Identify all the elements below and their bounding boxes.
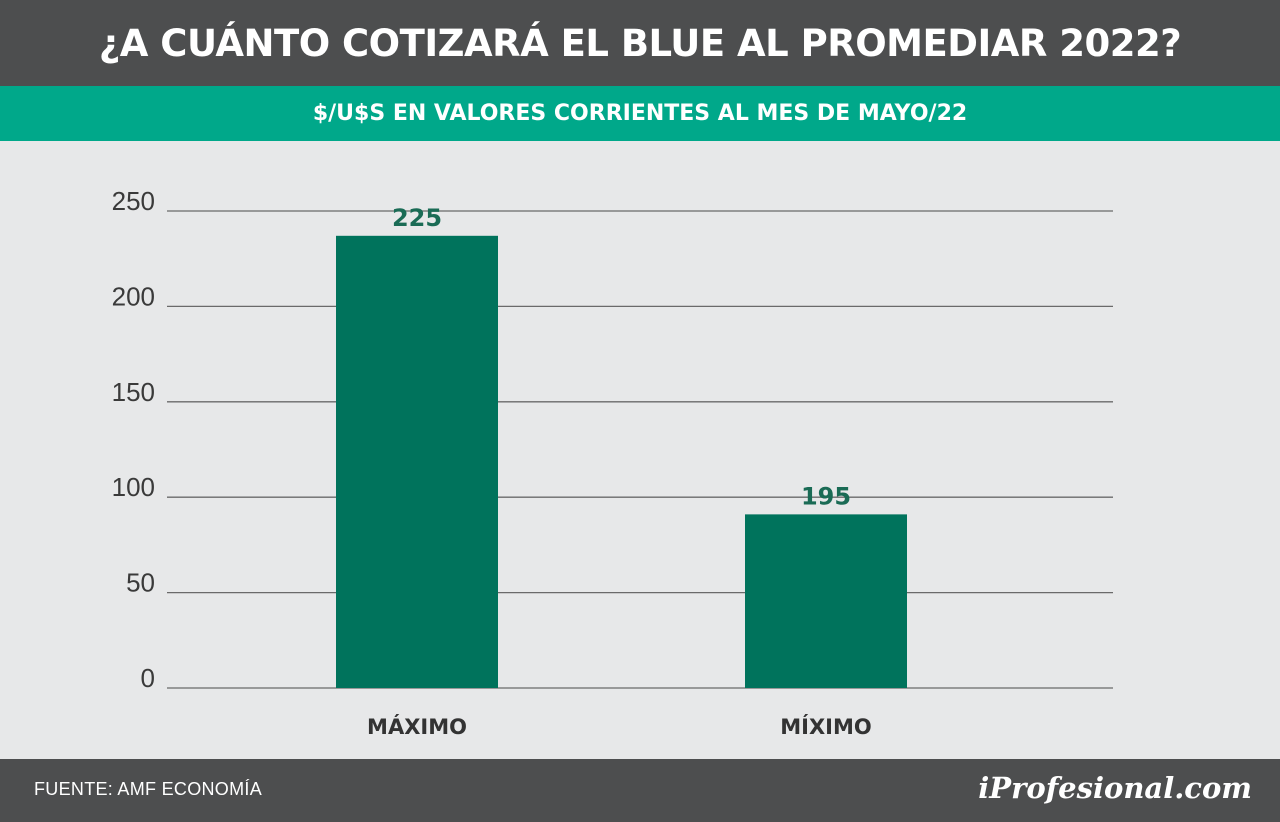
chart-title: ¿A CUÁNTO COTIZARÁ EL BLUE AL PROMEDIAR … [98, 21, 1182, 65]
data-label: 195 [801, 482, 851, 510]
y-tick-label: 200 [112, 281, 155, 311]
x-tick-label: MÍXIMO [780, 714, 871, 739]
bar-chart: 0 50 100 150 200 250 225 MÁXIMO 195 MÍXIMO [112, 186, 1113, 739]
y-tick-label: 50 [126, 568, 155, 598]
y-tick-label: 0 [141, 663, 155, 693]
y-tick-label: 250 [112, 186, 155, 216]
chart-subtitle: $/U$S EN VALORES CORRIENTES AL MES DE MA… [312, 101, 968, 126]
x-tick-label: MÁXIMO [367, 714, 467, 739]
y-tick-label: 100 [112, 472, 155, 502]
title-bar: ¿A CUÁNTO COTIZARÁ EL BLUE AL PROMEDIAR … [0, 0, 1280, 86]
bar [336, 235, 498, 688]
bar [745, 514, 907, 688]
source-note: FUENTE: AMF ECONOMÍA [34, 779, 263, 799]
data-label: 225 [392, 204, 442, 232]
subtitle-bar: $/U$S EN VALORES CORRIENTES AL MES DE MA… [0, 86, 1280, 141]
footer-bar: FUENTE: AMF ECONOMÍA iProfesional.com [0, 759, 1280, 822]
y-tick-label: 150 [112, 377, 155, 407]
brand-logo: iProfesional.com [978, 771, 1252, 805]
